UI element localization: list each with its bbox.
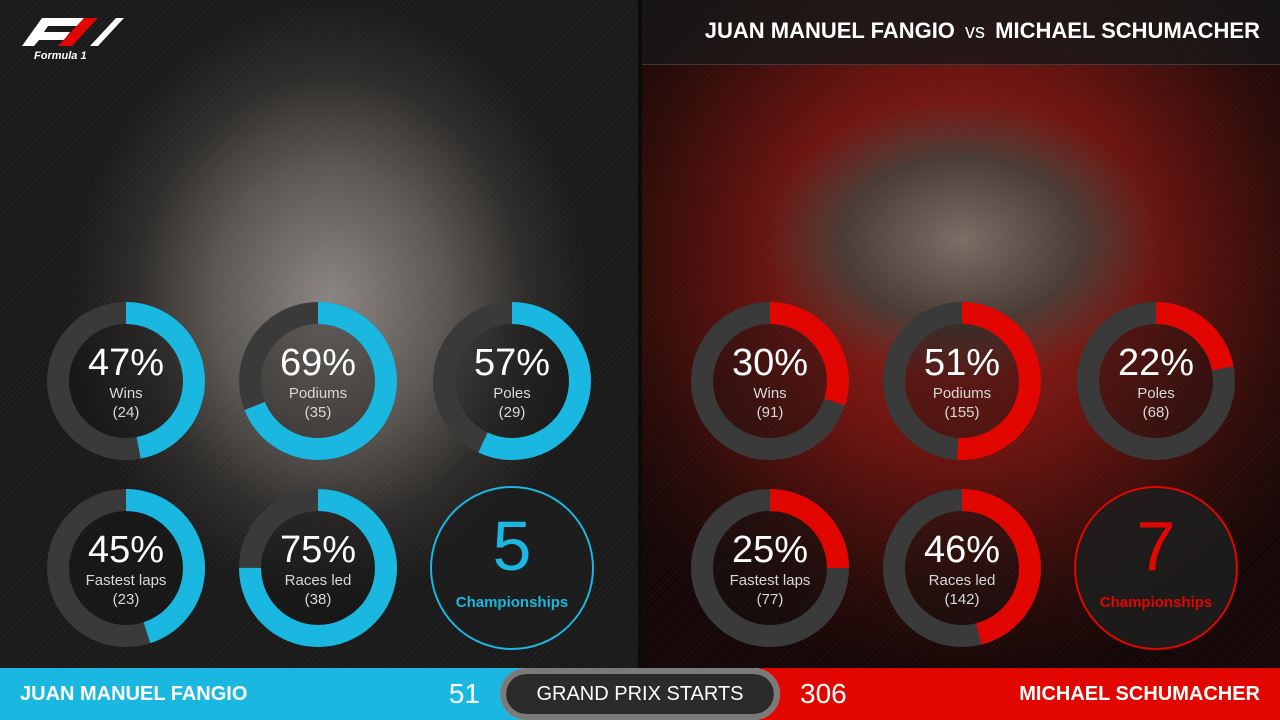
- ring-value-arc: [1077, 302, 1235, 460]
- ring-count: (77): [756, 591, 784, 608]
- championships-label: Championships: [455, 594, 569, 611]
- header-vs: vs: [965, 21, 986, 43]
- ring-percent: 25%: [731, 529, 809, 571]
- ring-percent: 30%: [731, 342, 809, 384]
- championships-circle: [1074, 486, 1238, 650]
- ring-value-arc: [239, 489, 397, 647]
- footer-driver-right: MICHAEL SCHUMACHER: [1019, 683, 1260, 705]
- fangio-podiums-ring: 69% Podiums (35): [234, 297, 402, 465]
- championships-label: Championships: [1099, 594, 1213, 611]
- panel-divider: [638, 0, 642, 668]
- fangio-championships-badge: 5 Championships: [428, 484, 596, 652]
- ring-count: (35): [304, 404, 332, 421]
- f1-logo-text: Formula 1: [34, 50, 87, 62]
- schumacher-championships-badge: 7 Championships: [1072, 484, 1240, 652]
- footer-starts-left: 51: [448, 678, 480, 709]
- ring-percent: 46%: [923, 529, 1001, 571]
- ring-count: (142): [944, 591, 980, 608]
- ring-count: (68): [1142, 404, 1170, 421]
- matchup-title: JUAN MANUEL FANGIO vs MICHAEL SCHUMACHER: [705, 18, 1260, 44]
- fangio-races-led-ring: 75% Races led (38): [234, 484, 402, 652]
- ring-label: Fastest laps: [729, 572, 811, 589]
- ring-percent: 75%: [279, 529, 357, 571]
- ring-label: Podiums: [288, 385, 348, 402]
- ring-value-arc: [883, 489, 1041, 647]
- ring-value-arc: [883, 302, 1041, 460]
- fangio-poles-ring: 57% Poles (29): [428, 297, 596, 465]
- header-band: JUAN MANUEL FANGIO vs MICHAEL SCHUMACHER: [642, 0, 1280, 65]
- ring-label: Podiums: [932, 385, 992, 402]
- ring-count: (23): [112, 591, 140, 608]
- ring-value-arc: [47, 489, 205, 647]
- championships-circle: [430, 486, 594, 650]
- ring-percent: 57%: [473, 342, 551, 384]
- ring-label: Poles: [493, 385, 531, 402]
- f1-logo: Formula 1: [14, 6, 126, 62]
- header-driver-right: MICHAEL SCHUMACHER: [995, 18, 1260, 43]
- ring-count: (155): [944, 404, 980, 421]
- ring-label: Wins: [753, 385, 787, 402]
- ring-value-arc: [47, 302, 205, 460]
- ring-percent: 22%: [1117, 342, 1195, 384]
- fangio-fastest-laps-ring: 45% Fastest laps (23): [42, 484, 210, 652]
- ring-count: (24): [112, 404, 140, 421]
- ring-label: Races led: [928, 572, 996, 589]
- ring-value-arc: [433, 302, 591, 460]
- footer-bar: JUAN MANUEL FANGIO 51 GRAND PRIX STARTS …: [0, 668, 1280, 720]
- ring-label: Poles: [1137, 385, 1175, 402]
- schumacher-wins-ring: 30% Wins (91): [686, 297, 854, 465]
- ring-count: (91): [756, 404, 784, 421]
- championships-value: 5: [492, 507, 532, 585]
- ring-label: Wins: [109, 385, 143, 402]
- fangio-wins-ring: 47% Wins (24): [42, 297, 210, 465]
- footer-starts-label: GRAND PRIX STARTS: [536, 683, 744, 705]
- schumacher-fastest-laps-ring: 25% Fastest laps (77): [686, 484, 854, 652]
- footer-starts-right: 306: [800, 678, 847, 709]
- ring-percent: 69%: [279, 342, 357, 384]
- ring-label: Races led: [284, 572, 352, 589]
- ring-value-arc: [691, 302, 849, 460]
- f1-logo-icon: [22, 18, 124, 46]
- ring-count: (38): [304, 591, 332, 608]
- ring-percent: 45%: [87, 529, 165, 571]
- footer-driver-left: JUAN MANUEL FANGIO: [20, 683, 248, 705]
- schumacher-poles-ring: 22% Poles (68): [1072, 297, 1240, 465]
- schumacher-races-led-ring: 46% Races led (142): [878, 484, 1046, 652]
- ring-label: Fastest laps: [85, 572, 167, 589]
- ring-count: (29): [498, 404, 526, 421]
- header-driver-left: JUAN MANUEL FANGIO: [704, 18, 955, 43]
- ring-percent: 51%: [923, 342, 1001, 384]
- ring-percent: 47%: [87, 342, 165, 384]
- ring-value-arc: [691, 489, 849, 647]
- championships-value: 7: [1136, 507, 1176, 585]
- ring-value-arc: [239, 302, 397, 460]
- schumacher-podiums-ring: 51% Podiums (155): [878, 297, 1046, 465]
- footer-center-pill: [500, 668, 780, 720]
